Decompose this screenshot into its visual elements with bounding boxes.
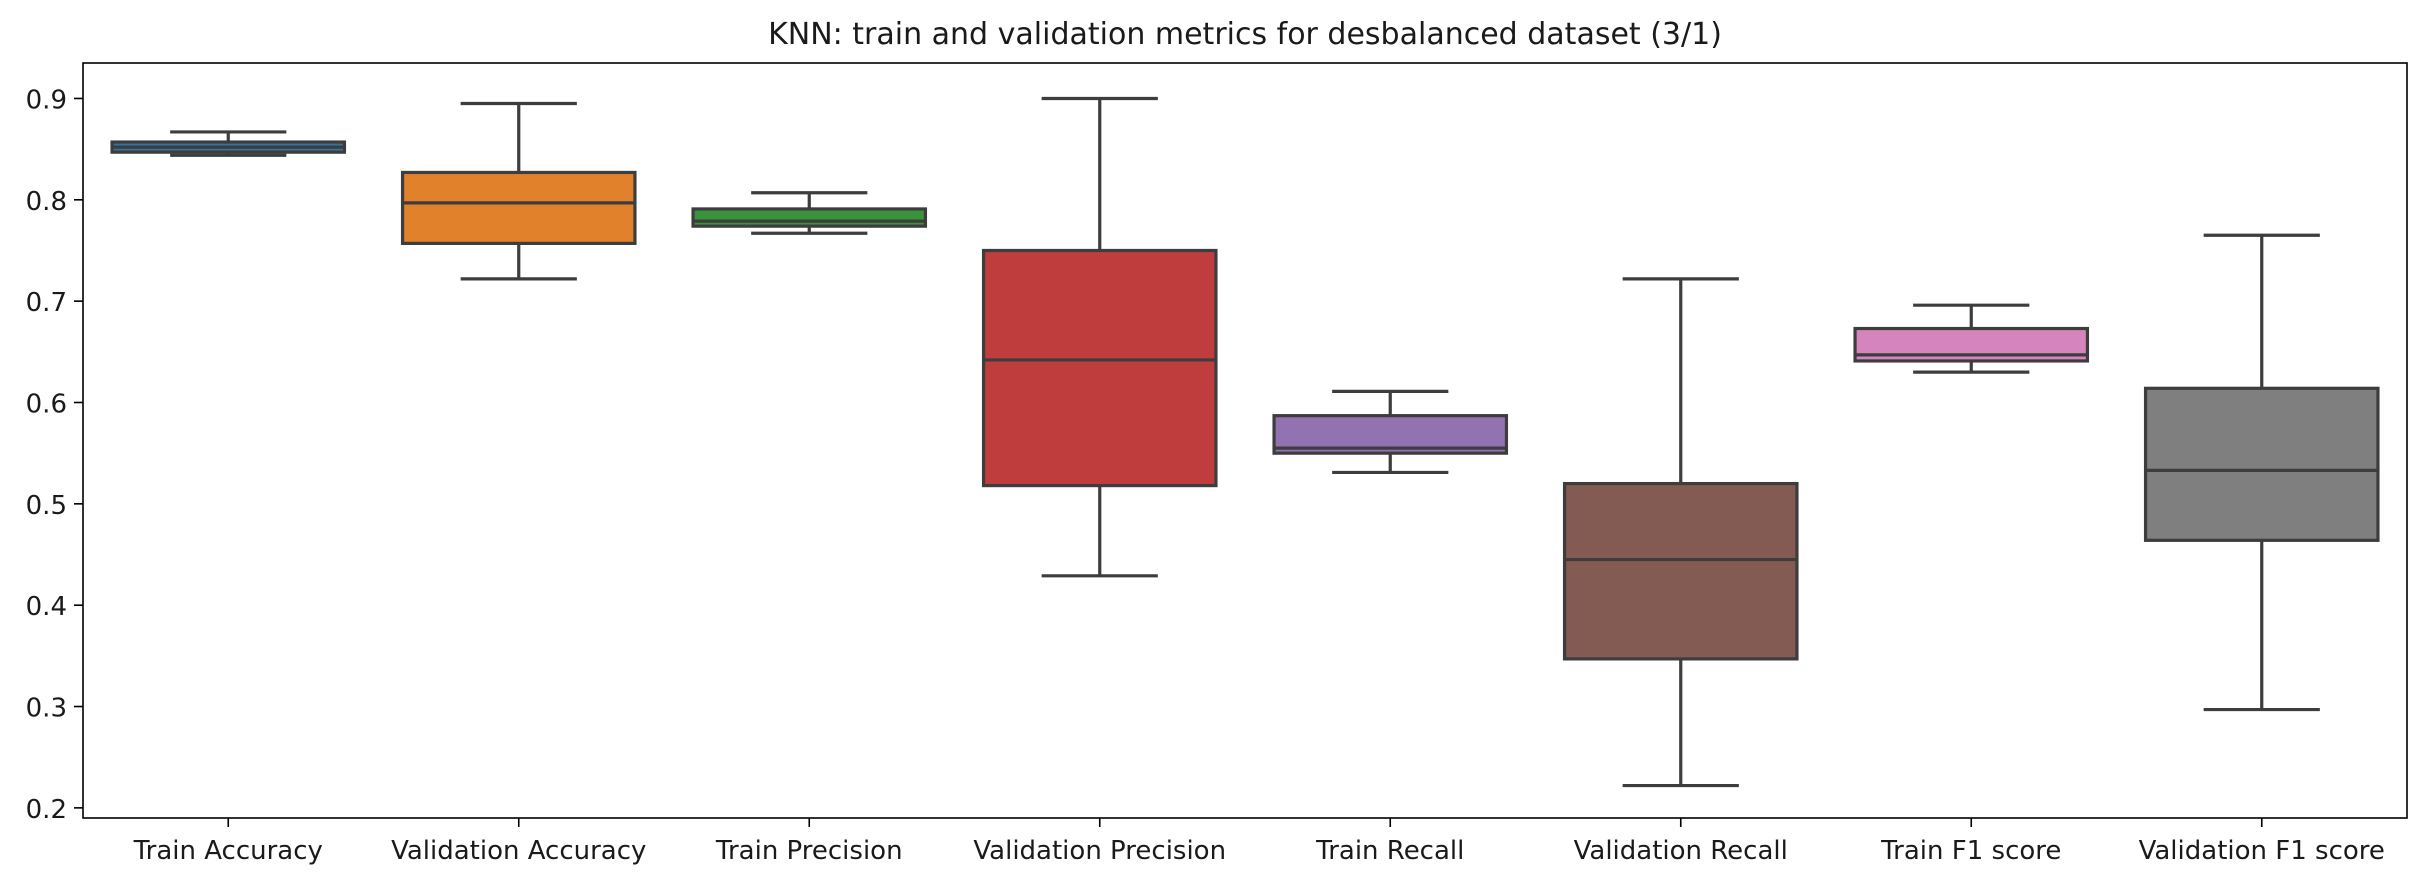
box-body <box>691 207 928 228</box>
box-validation-recall <box>1562 277 1799 788</box>
x-tick-label: Train Accuracy <box>133 836 323 866</box>
y-tick-label: 0.3 <box>26 694 67 724</box>
box-train-accuracy <box>110 130 347 157</box>
box-body <box>2143 386 2380 542</box>
y-tick-label: 0.4 <box>26 592 67 622</box>
box-body <box>1562 481 1799 661</box>
x-axis: Train Accuracy Validation Accuracy Train P… <box>133 818 2385 866</box>
box-validation-precision <box>981 96 1218 578</box>
x-tick-label: Train Precision <box>715 836 903 866</box>
y-tick-label: 0.7 <box>26 288 67 318</box>
box-validation-accuracy <box>400 101 637 281</box>
box-train-precision <box>691 191 928 235</box>
x-tick-label: Validation Accuracy <box>391 836 646 866</box>
y-axis: 0.2 0.3 0.4 0.5 0.6 0.7 0.8 0.9 <box>26 85 83 825</box>
y-tick-label: 0.5 <box>26 491 67 521</box>
box-train-recall <box>1272 389 1509 475</box>
box-body <box>400 170 637 245</box>
chart-title: KNN: train and validation metrics for de… <box>768 17 1722 52</box>
y-tick-label: 0.9 <box>26 85 67 115</box>
y-tick-label: 0.8 <box>26 187 67 217</box>
x-tick-label: Validation Precision <box>973 836 1226 866</box>
box-validation-f1-score <box>2143 233 2380 712</box>
x-tick-label: Validation F1 score <box>2139 836 2385 866</box>
plot-frame <box>82 62 2408 819</box>
x-tick-label: Validation Recall <box>1574 836 1788 866</box>
box-group <box>110 96 2380 788</box>
box-train-f1-score <box>1853 303 2090 374</box>
x-tick-label: Train Recall <box>1315 836 1464 866</box>
y-tick-label: 0.2 <box>26 795 67 825</box>
x-tick-label: Train F1 score <box>1880 836 2061 866</box>
box-body <box>981 248 1218 488</box>
y-tick-label: 0.6 <box>26 389 67 419</box>
